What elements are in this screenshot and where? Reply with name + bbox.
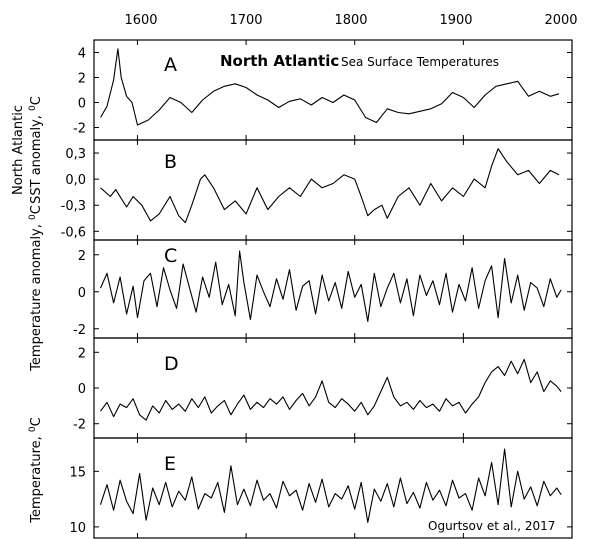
y-label-cd: Temperature anomaly, 0C xyxy=(28,205,44,372)
svg-text:Temperature anomaly, 0C: Temperature anomaly, 0C xyxy=(28,205,44,372)
panel-d-ytick-label: -2 xyxy=(73,418,86,433)
panel-d-ytick-label: 0 xyxy=(78,382,86,397)
panel-a-ytick-label: 0 xyxy=(78,97,86,112)
chart-title-main: North Atlantic xyxy=(220,52,339,70)
y-label-ab-line2: SST anomaly, 0C xyxy=(28,96,44,204)
panel-letter-b: B xyxy=(164,151,177,173)
svg-text:Temperature, 0C: Temperature, 0C xyxy=(28,417,44,523)
panel-c-ytick-label: 2 xyxy=(78,249,86,264)
panel-e-series-line xyxy=(99,448,562,523)
panel-b-ytick-label: 0,3 xyxy=(65,147,86,162)
credit-label: Ogurtsov et al., 2017 xyxy=(428,519,555,533)
x-tick-label-1700: 1700 xyxy=(229,13,262,28)
panel-b: 0,3 0,0 -0,3 -0,6 xyxy=(61,139,573,241)
panel-b-ytick-label: -0,3 xyxy=(61,199,86,214)
panel-b-ytick-label: 0,0 xyxy=(65,173,86,188)
panel-c-series-line xyxy=(99,250,562,322)
panel-d-ytick-label: 2 xyxy=(78,346,86,361)
panel-letter-a: A xyxy=(164,54,177,76)
svg-text:North Atlantic: North Atlantic xyxy=(11,105,26,195)
panel-letter-c: C xyxy=(164,245,177,267)
y-label-e: Temperature, 0C xyxy=(28,417,44,523)
y-label-ab-line1: North Atlantic xyxy=(11,105,26,195)
x-tick-label-1800: 1800 xyxy=(334,13,367,28)
panel-e-ytick-label: 10 xyxy=(69,521,86,536)
panel-c-ytick-label: 0 xyxy=(78,286,86,301)
panel-d-series-line xyxy=(100,358,562,421)
panel-a-series-line xyxy=(100,48,560,126)
panel-a-ytick-label: -2 xyxy=(73,122,86,137)
panel-a-ytick-label: 2 xyxy=(78,72,86,87)
panel-c: 2 0 -2 xyxy=(73,239,573,339)
panel-c-ytick-label: -2 xyxy=(73,323,86,338)
x-tick-label-2000: 2000 xyxy=(544,13,577,28)
panel-b-ytick-label: -0,6 xyxy=(61,225,86,240)
panel-letter-e: E xyxy=(164,453,176,475)
panel-e-frame xyxy=(93,437,573,539)
x-tick-label-1600: 1600 xyxy=(124,13,157,28)
chart-title-sub: Sea Surface Temperatures xyxy=(341,55,499,69)
panel-e-ytick-label: 15 xyxy=(69,465,86,480)
panel-d: 2 0 -2 xyxy=(73,337,573,439)
panel-a-ytick-label: 4 xyxy=(78,47,86,62)
panel-b-series-line xyxy=(100,148,560,224)
x-tick-labels: 1600 1700 1800 1900 2000 xyxy=(124,13,577,28)
x-tick-label-1900: 1900 xyxy=(439,13,472,28)
panel-letter-d: D xyxy=(164,353,179,375)
svg-text:SST anomaly, 0C: SST anomaly, 0C xyxy=(28,96,44,204)
